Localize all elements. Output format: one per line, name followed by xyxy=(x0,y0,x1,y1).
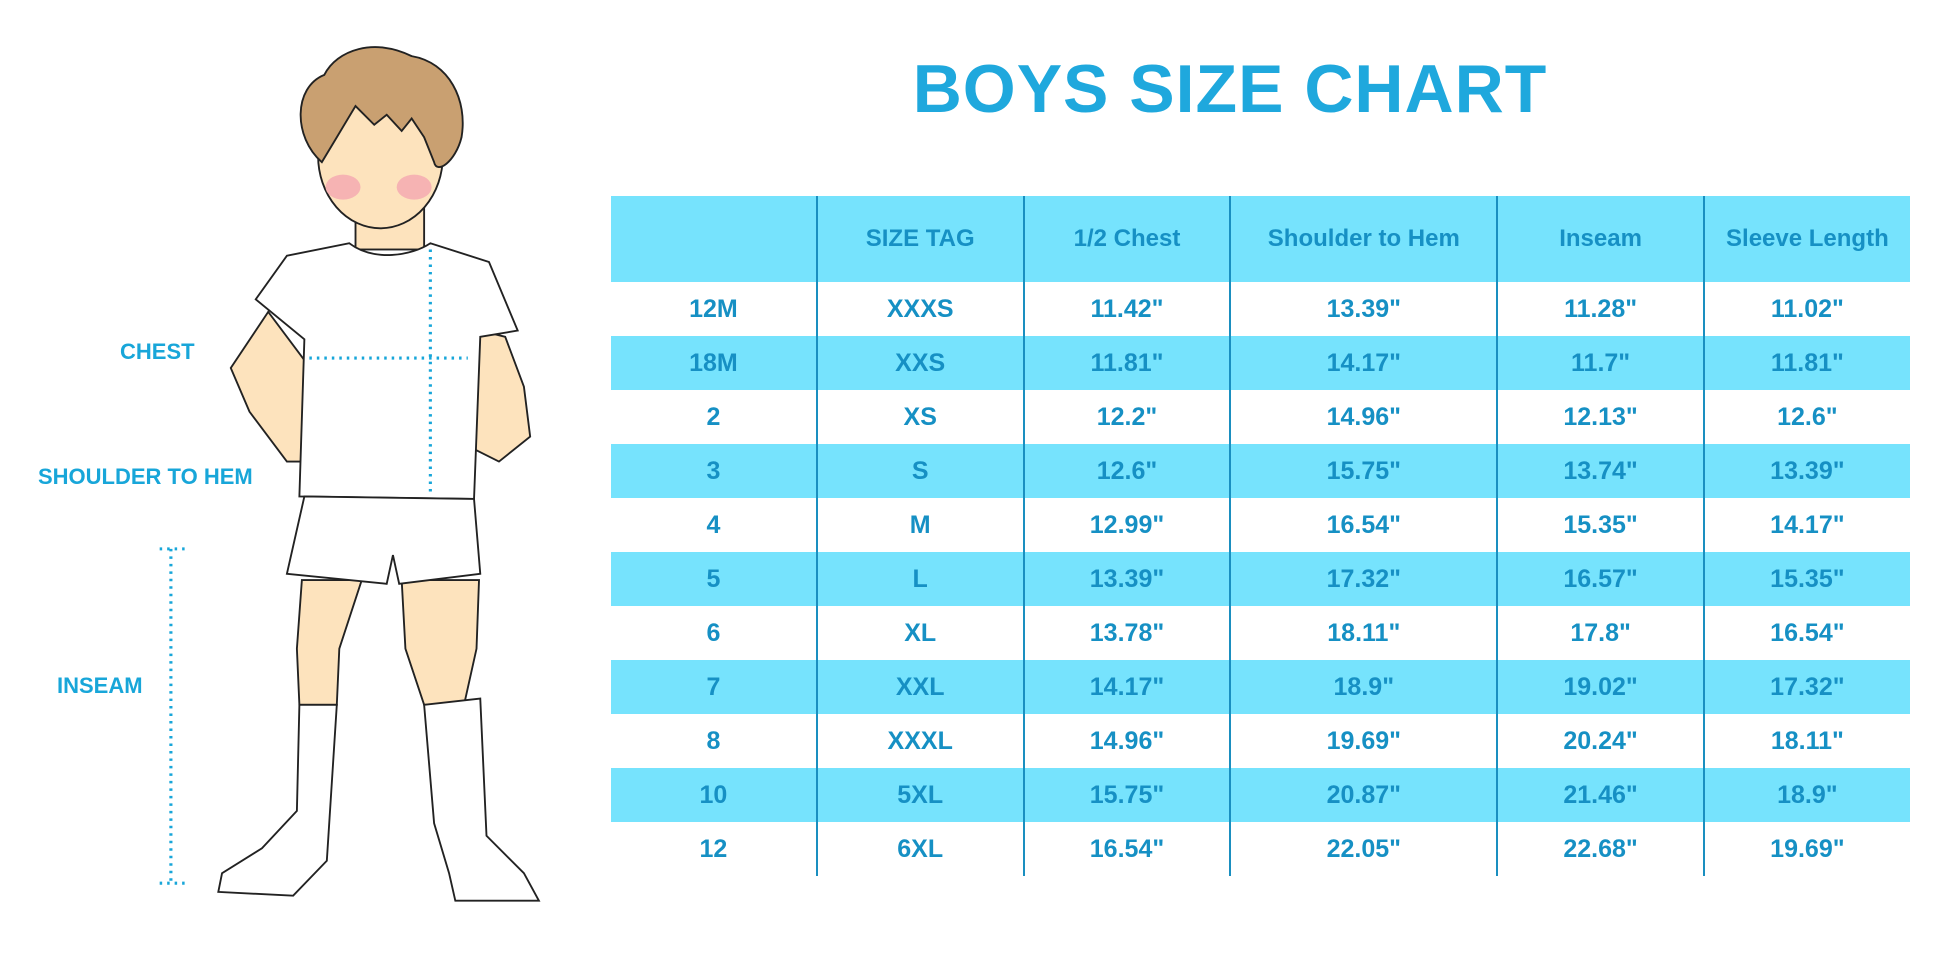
cell-sleeve-length: 11.81" xyxy=(1702,336,1910,390)
cell-size: 7 xyxy=(611,660,817,714)
cell-sleeve-length: 15.35" xyxy=(1702,552,1910,606)
cell-sleeve-length: 18.11" xyxy=(1702,714,1910,768)
cell-half-chest: 13.78" xyxy=(1022,606,1231,660)
cell-size: 4 xyxy=(706,510,721,539)
header-size-tag: SIZE TAG xyxy=(815,196,1024,282)
chest-label: CHEST xyxy=(120,339,195,364)
cell-shoulder-to-hem: 16.54" xyxy=(1229,498,1498,552)
cell-half-chest: 11.42" xyxy=(1022,282,1231,336)
page-title: BOYS SIZE CHART xyxy=(912,51,1548,127)
hair xyxy=(299,46,464,168)
cell-half-chest: 12.6" xyxy=(1022,444,1231,498)
table-row: 12M XXXS 11.42" 13.39" 11.28" 11.02" xyxy=(611,282,1910,336)
cell-inseam: 22.68" xyxy=(1496,822,1704,876)
cell-size: 10 xyxy=(611,768,817,822)
table-row: 4 M 12.99" 16.54" 15.35" 14.17" xyxy=(611,498,1910,552)
cell-sleeve-length: 18.9" xyxy=(1702,768,1910,822)
cell-size: 3 xyxy=(611,444,817,498)
table-row: 7 XXL 14.17" 18.9" 19.02" 17.32" xyxy=(611,660,1910,714)
cell-size-tag: XS xyxy=(815,390,1024,444)
cell-size-tag: M xyxy=(815,498,1024,552)
cell-size: 6 xyxy=(706,618,721,647)
shoulder-to-hem-label: SHOULDER TO HEM xyxy=(38,464,253,489)
cell-sleeve-length: 13.39" xyxy=(1702,444,1910,498)
cell-shoulder-to-hem: 15.75" xyxy=(1229,444,1498,498)
cell-half-chest: 11.81" xyxy=(1022,336,1231,390)
cell-size-tag: XXXL xyxy=(815,714,1024,768)
cell-shoulder-to-hem: 13.39" xyxy=(1229,282,1498,336)
cell-size: 5 xyxy=(611,552,817,606)
cell-size-tag: XXS xyxy=(815,336,1024,390)
cell-sleeve-length: 12.6" xyxy=(1702,390,1910,444)
cell-inseam: 19.02" xyxy=(1496,660,1704,714)
cell-shoulder-to-hem: 19.69" xyxy=(1229,714,1498,768)
cell-inseam: 15.35" xyxy=(1496,498,1704,552)
cell-size: 2 xyxy=(706,402,721,431)
header-sleeve-length: Sleeve Length xyxy=(1702,196,1910,282)
header-size xyxy=(611,196,817,282)
cell-shoulder-to-hem: 14.96" xyxy=(1229,390,1498,444)
cell-size: 12 xyxy=(699,834,728,863)
cell-shoulder-to-hem: 22.05" xyxy=(1229,822,1498,876)
cell-inseam: 17.8" xyxy=(1496,606,1704,660)
table-row: 10 5XL 15.75" 20.87" 21.46" 18.9" xyxy=(611,768,1910,822)
cell-shoulder-to-hem: 14.17" xyxy=(1229,336,1498,390)
shirt xyxy=(254,242,520,500)
size-table: SIZE TAG 1/2 Chest Shoulder to Hem Insea… xyxy=(611,196,1910,876)
cell-size-tag: XXL xyxy=(815,660,1024,714)
cell-half-chest: 14.96" xyxy=(1022,714,1231,768)
inseam-label: INSEAM xyxy=(57,673,143,698)
cell-sleeve-length: 17.32" xyxy=(1702,660,1910,714)
cell-half-chest: 15.75" xyxy=(1022,768,1231,822)
cell-inseam: 11.7" xyxy=(1496,336,1704,390)
table-row: 3 S 12.6" 15.75" 13.74" 13.39" xyxy=(611,444,1910,498)
cell-half-chest: 14.17" xyxy=(1022,660,1231,714)
cell-size-tag: L xyxy=(815,552,1024,606)
table-row: 8 XXXL 14.96" 19.69" 20.24" 18.11" xyxy=(611,714,1910,768)
header-inseam: Inseam xyxy=(1496,196,1704,282)
cell-inseam: 21.46" xyxy=(1496,768,1704,822)
cell-size-tag: 5XL xyxy=(815,768,1024,822)
table-row: 18M XXS 11.81" 14.17" 11.7" 11.81" xyxy=(611,336,1910,390)
cell-size: 12M xyxy=(689,294,738,323)
cell-half-chest: 16.54" xyxy=(1022,822,1231,876)
table-header-row: SIZE TAG 1/2 Chest Shoulder to Hem Insea… xyxy=(611,196,1910,282)
cell-inseam: 12.13" xyxy=(1496,390,1704,444)
cell-sleeve-length: 11.02" xyxy=(1702,282,1910,336)
cell-inseam: 16.57" xyxy=(1496,552,1704,606)
cell-half-chest: 12.99" xyxy=(1022,498,1231,552)
cell-inseam: 20.24" xyxy=(1496,714,1704,768)
cell-half-chest: 12.2" xyxy=(1022,390,1231,444)
header-half-chest: 1/2 Chest xyxy=(1022,196,1231,282)
cell-sleeve-length: 14.17" xyxy=(1702,498,1910,552)
table-row: 12 6XL 16.54" 22.05" 22.68" 19.69" xyxy=(611,822,1910,876)
socks xyxy=(217,697,541,902)
cell-shoulder-to-hem: 18.9" xyxy=(1229,660,1498,714)
cell-size: 18M xyxy=(611,336,817,390)
table-row: 2 XS 12.2" 14.96" 12.13" 12.6" xyxy=(611,390,1910,444)
cell-shoulder-to-hem: 17.32" xyxy=(1229,552,1498,606)
cell-size-tag: XL xyxy=(815,606,1024,660)
cell-half-chest: 13.39" xyxy=(1022,552,1231,606)
cell-sleeve-length: 19.69" xyxy=(1702,822,1910,876)
cell-shoulder-to-hem: 18.11" xyxy=(1229,606,1498,660)
cell-size-tag: S xyxy=(815,444,1024,498)
cell-sleeve-length: 16.54" xyxy=(1702,606,1910,660)
legs xyxy=(295,579,480,706)
cell-inseam: 13.74" xyxy=(1496,444,1704,498)
cell-inseam: 11.28" xyxy=(1496,282,1704,336)
cell-size: 8 xyxy=(706,726,721,755)
cell-size-tag: 6XL xyxy=(815,822,1024,876)
table-row: 6 XL 13.78" 18.11" 17.8" 16.54" xyxy=(611,606,1910,660)
header-shoulder-to-hem: Shoulder to Hem xyxy=(1229,196,1498,282)
cell-shoulder-to-hem: 20.87" xyxy=(1229,768,1498,822)
cell-size-tag: XXXS xyxy=(815,282,1024,336)
table-row: 5 L 13.39" 17.32" 16.57" 15.35" xyxy=(611,552,1910,606)
shorts xyxy=(285,495,482,585)
